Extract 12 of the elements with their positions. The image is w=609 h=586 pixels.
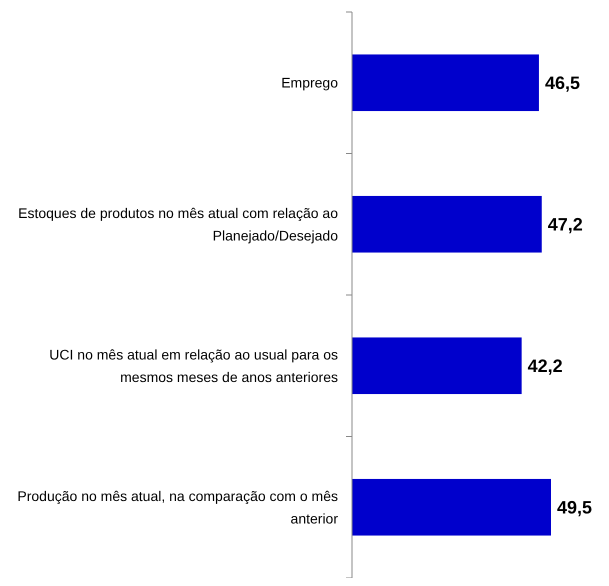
bar (352, 337, 522, 394)
bar (352, 196, 542, 253)
data-label: 46,5 (544, 73, 580, 94)
bar (352, 478, 551, 536)
y-tick-label: Estoques de produtos no mês atual com relação ao Planejado/Desejado (18, 204, 338, 244)
bar (352, 54, 539, 112)
y-tick-label: Produção no mês atual, na comparação com o mês anterior (17, 488, 338, 526)
data-label: 47,2 (548, 214, 583, 235)
data-label: 49,5 (557, 498, 592, 518)
y-tick-label: Emprego (281, 74, 338, 91)
data-label: 42,2 (528, 356, 563, 376)
y-tick-label: UCI no mês atual em relação ao usual para os mesmos meses de anos anteriores (49, 346, 338, 385)
